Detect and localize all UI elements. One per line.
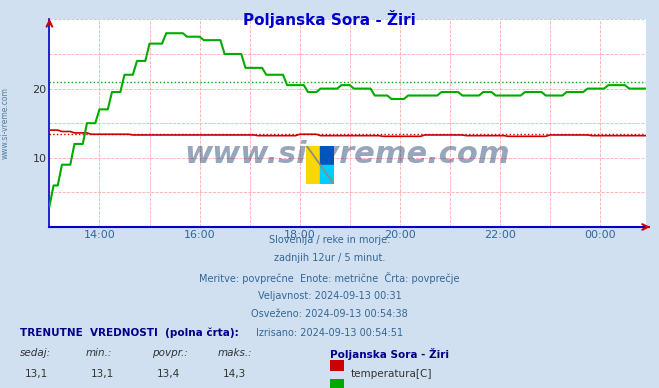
Bar [306,146,320,184]
Text: Veljavnost: 2024-09-13 00:31: Veljavnost: 2024-09-13 00:31 [258,291,401,301]
Text: zadnjih 12ur / 5 minut.: zadnjih 12ur / 5 minut. [273,253,386,263]
Text: Osveženo: 2024-09-13 00:54:38: Osveženo: 2024-09-13 00:54:38 [251,309,408,319]
Text: temperatura[C]: temperatura[C] [351,369,432,379]
Bar [320,165,334,184]
Text: www.si-vreme.com: www.si-vreme.com [1,87,10,159]
Text: Poljanska Sora - Žiri: Poljanska Sora - Žiri [330,348,449,360]
Text: povpr.:: povpr.: [152,348,187,358]
Text: Izrisano: 2024-09-13 00:54:51: Izrisano: 2024-09-13 00:54:51 [256,328,403,338]
Text: maks.:: maks.: [217,348,252,358]
Text: 13,1: 13,1 [90,369,114,379]
Text: min.:: min.: [86,348,112,358]
Text: Slovenija / reke in morje.: Slovenija / reke in morje. [269,235,390,245]
Text: 13,1: 13,1 [24,369,48,379]
Text: sedaj:: sedaj: [20,348,51,358]
Text: Poljanska Sora - Žiri: Poljanska Sora - Žiri [243,10,416,28]
Text: Meritve: povprečne  Enote: metrične  Črta: povprečje: Meritve: povprečne Enote: metrične Črta:… [199,272,460,284]
Text: www.si-vreme.com: www.si-vreme.com [185,140,511,169]
Text: TRENUTNE  VREDNOSTI  (polna črta):: TRENUTNE VREDNOSTI (polna črta): [20,328,239,338]
Text: 14,3: 14,3 [222,369,246,379]
Text: 13,4: 13,4 [156,369,180,379]
Bar [320,146,334,165]
